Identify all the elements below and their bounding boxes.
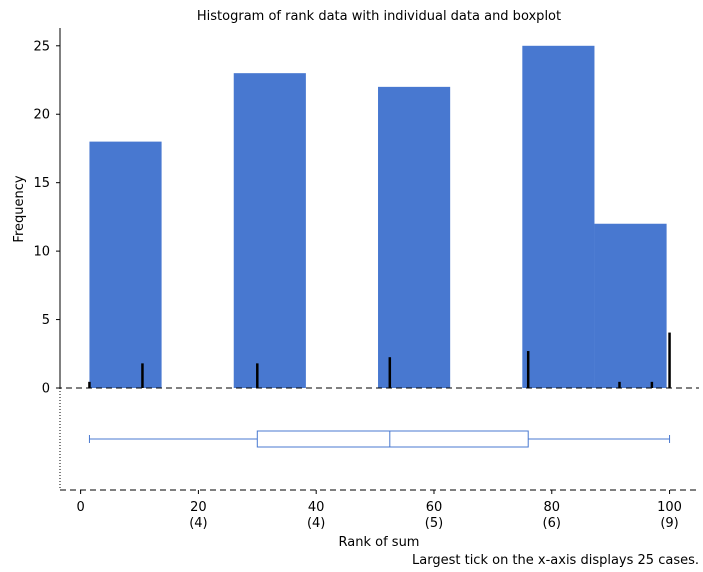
x-axis-label: Rank of sum bbox=[339, 535, 420, 550]
x-tick-count-label: (5) bbox=[425, 516, 443, 531]
x-axis: 0 20(4)40(4)60(5)80(6)100(9) bbox=[56, 387, 699, 531]
histogram-bar bbox=[89, 141, 162, 388]
individual-data-ticks bbox=[88, 332, 671, 388]
x-tick-label: 20 bbox=[190, 500, 207, 515]
histogram-bar bbox=[233, 73, 306, 388]
y-axis: 0 5 10 15 20 25 bbox=[33, 28, 61, 490]
x-tick-label: 60 bbox=[426, 500, 443, 515]
y-tick-label: 5 bbox=[42, 313, 50, 328]
x-tick-count-label: (4) bbox=[307, 516, 325, 531]
x-tick-count-label: (9) bbox=[660, 516, 678, 531]
boxplot bbox=[88, 430, 671, 448]
boxplot-box bbox=[256, 430, 529, 448]
histogram-bars bbox=[89, 45, 667, 388]
y-tick-label: 0 bbox=[42, 382, 50, 397]
y-axis-label: Frequency bbox=[12, 175, 27, 242]
tick-scale-note: Largest tick on the x-axis displays 25 c… bbox=[412, 553, 699, 568]
x-tick-label: 40 bbox=[308, 500, 325, 515]
histogram-bar bbox=[378, 86, 451, 388]
x-tick-count-label: (6) bbox=[543, 516, 561, 531]
histogram-bar bbox=[522, 45, 595, 388]
x-tick-label: 0 bbox=[76, 500, 84, 515]
y-tick-label: 25 bbox=[33, 39, 50, 54]
y-tick-label: 10 bbox=[33, 245, 50, 260]
x-tick-count-label: (4) bbox=[189, 516, 207, 531]
y-tick-label: 20 bbox=[33, 108, 50, 123]
histogram-bar bbox=[594, 223, 667, 388]
x-tick-label: 80 bbox=[543, 500, 560, 515]
chart-title: Histogram of rank data with individual d… bbox=[197, 9, 561, 24]
x-tick-label: 100 bbox=[657, 500, 682, 515]
y-tick-label: 15 bbox=[33, 176, 50, 191]
